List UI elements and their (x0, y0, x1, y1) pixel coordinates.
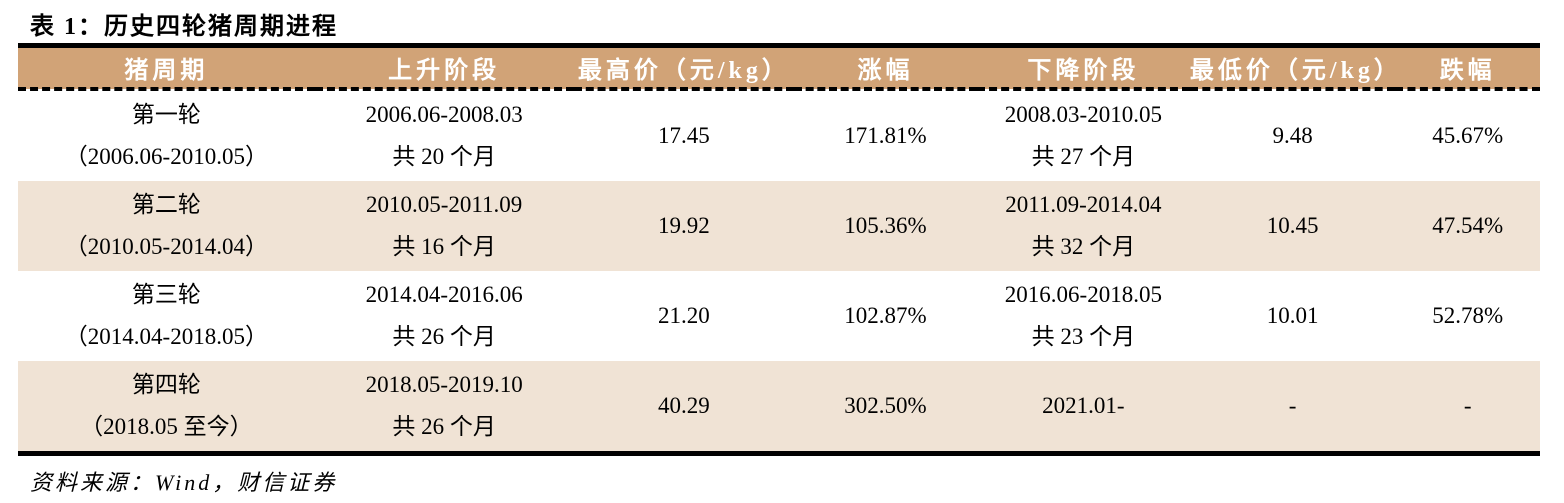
rise-duration: 共 26 个月 (392, 323, 496, 349)
rise-duration: 共 20 个月 (392, 143, 496, 169)
pig-cycle-table: 猪周期 上升阶段 最高价（元/kg） 涨幅 下降阶段 最低价（元/kg） 跌幅 … (18, 43, 1540, 456)
col-header-low-price: 最低价（元/kg） (1189, 45, 1398, 91)
cell-gain: 102.87% (844, 302, 927, 328)
table-row: 第三轮 （2014.04-2018.05） 2014.04-2016.06 共 … (18, 271, 1540, 361)
table-body: 第一轮 （2006.06-2010.05） 2006.06-2008.03 共 … (18, 89, 1540, 454)
rise-range: 2006.06-2008.03 (365, 101, 523, 127)
cell-drop: 47.54% (1432, 212, 1504, 238)
source-note: 资料来源：Wind，财信证券 (30, 470, 338, 495)
cycle-range: （2010.05-2014.04） (64, 233, 268, 259)
cell-cycle: 第一轮 （2006.06-2010.05） (18, 89, 315, 181)
col-header-cycle: 猪周期 (18, 45, 315, 91)
cell-low-price: 10.45 (1266, 212, 1319, 238)
cell-cycle: 第三轮 （2014.04-2018.05） (18, 271, 315, 361)
cell-cycle: 第四轮 （2018.05 至今） (18, 361, 315, 454)
cell-rise-phase: 2010.05-2011.09 共 16 个月 (315, 181, 574, 271)
cycle-name: 第三轮 (131, 281, 201, 307)
rise-range: 2010.05-2011.09 (365, 191, 523, 217)
cycle-name: 第四轮 (131, 371, 201, 397)
cell-drop: 45.67% (1432, 122, 1504, 148)
fall-range: 2016.06-2018.05 (1004, 281, 1162, 307)
table-row: 第二轮 （2010.05-2014.04） 2010.05-2011.09 共 … (18, 180, 1540, 271)
cycle-name: 第二轮 (131, 191, 201, 217)
cell-low-price: 9.48 (1272, 122, 1313, 148)
cell-fall-phase: 2008.03-2010.05 共 27 个月 (977, 89, 1190, 181)
cycle-range: （2014.04-2018.05） (64, 323, 268, 349)
header-row: 猪周期 上升阶段 最高价（元/kg） 涨幅 下降阶段 最低价（元/kg） 跌幅 (18, 45, 1540, 91)
cell-gain: 171.81% (844, 122, 927, 148)
table-header: 猪周期 上升阶段 最高价（元/kg） 涨幅 下降阶段 最低价（元/kg） 跌幅 (18, 45, 1540, 91)
fall-range: 2008.03-2010.05 (1004, 101, 1162, 127)
table-row: 第四轮 （2018.05 至今） 2018.05-2019.10 共 26 个月… (18, 360, 1540, 454)
cell-rise-phase: 2018.05-2019.10 共 26 个月 (315, 361, 574, 454)
cell-high-price: 21.20 (657, 302, 710, 328)
data-table: 猪周期 上升阶段 最高价（元/kg） 涨幅 下降阶段 最低价（元/kg） 跌幅 … (18, 43, 1540, 456)
rise-duration: 共 26 个月 (392, 413, 496, 439)
rise-range: 2018.05-2019.10 (365, 371, 523, 397)
col-header-high-price: 最高价（元/kg） (573, 45, 795, 91)
col-header-fall-phase: 下降阶段 (976, 45, 1190, 91)
fall-duration: 共 23 个月 (1031, 323, 1136, 349)
cell-rise-phase: 2014.04-2016.06 共 26 个月 (315, 271, 574, 361)
col-header-gain: 涨幅 (794, 45, 977, 91)
cell-fall-phase: 2011.09-2014.04 共 32 个月 (977, 181, 1190, 271)
cell-cycle: 第二轮 （2010.05-2014.04） (18, 181, 315, 271)
cycle-name: 第一轮 (131, 101, 201, 127)
cell-fall-phase: 2021.01- (1042, 392, 1125, 418)
fall-duration: 共 27 个月 (1031, 143, 1136, 169)
col-header-rise-phase: 上升阶段 (314, 45, 574, 91)
col-header-drop: 跌幅 (1395, 45, 1540, 91)
cell-high-price: 17.45 (657, 122, 710, 148)
fall-range: 2011.09-2014.04 (1005, 191, 1162, 217)
rise-duration: 共 16 个月 (392, 233, 496, 259)
cell-high-price: 40.29 (657, 392, 710, 418)
cell-fall-phase: 2016.06-2018.05 共 23 个月 (977, 271, 1190, 361)
cell-high-price: 19.92 (657, 212, 710, 238)
cell-drop: 52.78% (1432, 302, 1504, 328)
rise-range: 2014.04-2016.06 (365, 281, 523, 307)
cell-gain: 302.50% (844, 392, 927, 418)
fall-duration: 共 32 个月 (1031, 233, 1136, 259)
cell-gain: 105.36% (844, 212, 927, 238)
cycle-range: （2006.06-2010.05） (64, 143, 268, 169)
cycle-range: （2018.05 至今） (80, 413, 253, 439)
table-row: 第一轮 （2006.06-2010.05） 2006.06-2008.03 共 … (18, 89, 1540, 181)
cell-rise-phase: 2006.06-2008.03 共 20 个月 (315, 89, 574, 181)
table-title: 表 1：历史四轮猪周期进程 (30, 14, 338, 40)
cell-drop: - (1463, 392, 1472, 418)
cell-low-price: - (1288, 392, 1297, 418)
cell-low-price: 10.01 (1266, 302, 1319, 328)
